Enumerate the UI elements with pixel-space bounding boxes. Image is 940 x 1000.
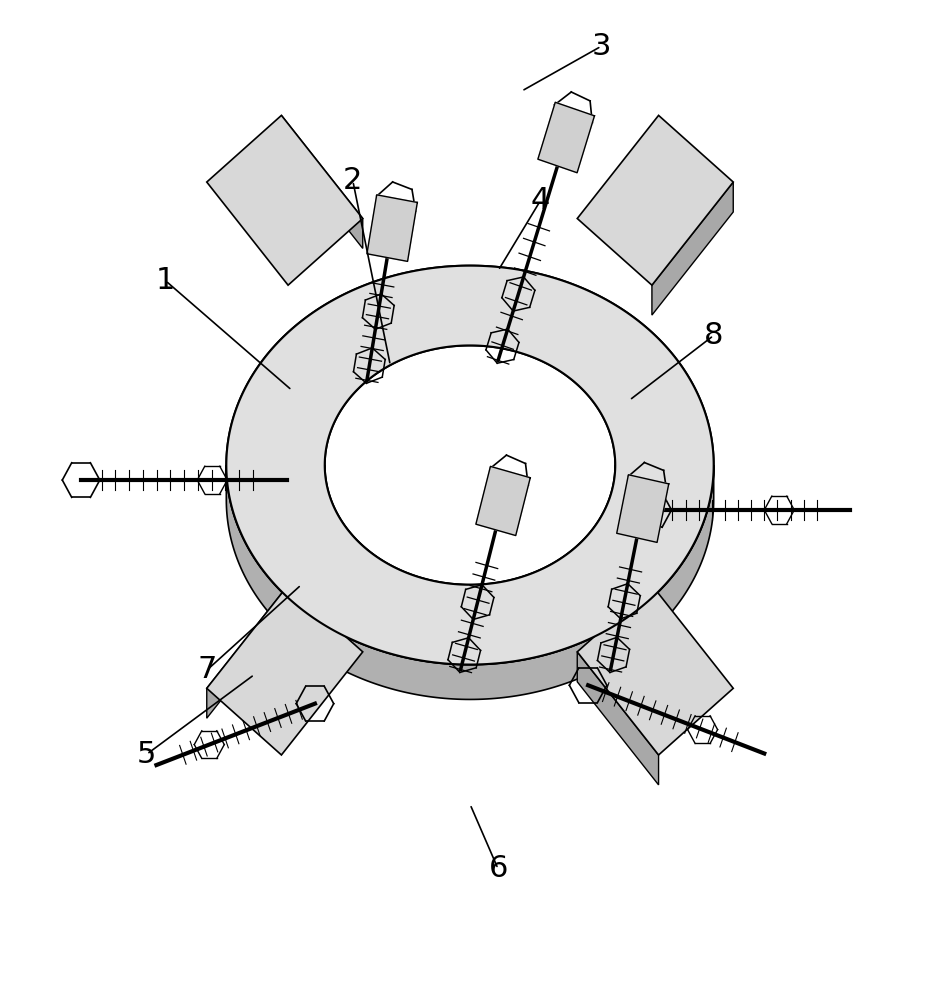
Text: 7: 7	[198, 655, 217, 684]
Text: 3: 3	[591, 32, 611, 61]
PathPatch shape	[577, 115, 733, 285]
PathPatch shape	[207, 585, 288, 718]
Polygon shape	[538, 102, 594, 173]
PathPatch shape	[227, 266, 713, 665]
Polygon shape	[617, 475, 668, 542]
PathPatch shape	[577, 585, 733, 755]
PathPatch shape	[207, 585, 363, 755]
Polygon shape	[367, 195, 417, 261]
Text: 2: 2	[343, 166, 363, 195]
Text: 8: 8	[704, 321, 724, 350]
PathPatch shape	[227, 266, 713, 665]
Text: 4: 4	[530, 186, 550, 215]
Text: 1: 1	[156, 266, 175, 295]
PathPatch shape	[227, 465, 713, 699]
PathPatch shape	[652, 182, 733, 315]
Text: 5: 5	[137, 740, 156, 769]
Polygon shape	[476, 466, 530, 536]
PathPatch shape	[207, 115, 363, 285]
PathPatch shape	[281, 115, 363, 248]
Text: 6: 6	[489, 854, 508, 883]
PathPatch shape	[577, 652, 659, 785]
PathPatch shape	[324, 465, 616, 620]
